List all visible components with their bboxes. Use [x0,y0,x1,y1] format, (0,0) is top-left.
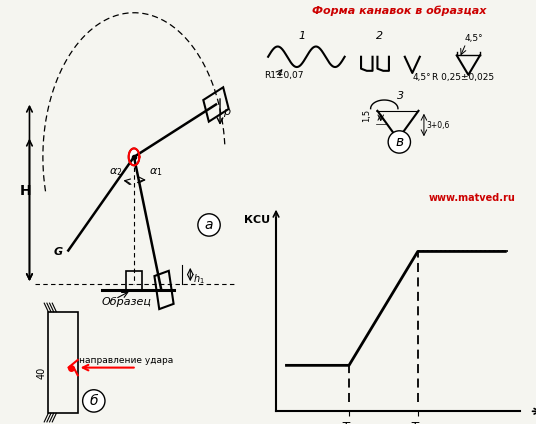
Text: 3: 3 [397,91,404,100]
Text: Форма канавок в образцах: Форма канавок в образцах [312,6,487,16]
Text: 1: 1 [298,31,306,41]
Text: 1,5: 1,5 [362,109,371,122]
Text: www.matved.ru: www.matved.ru [428,193,515,203]
Text: 4,5°: 4,5° [413,73,431,82]
Text: G: G [54,247,63,257]
Text: направление удара: направление удара [79,355,173,365]
Text: в: в [395,135,404,149]
Text: 2: 2 [376,31,383,41]
Text: R 0,25±0,025: R 0,25±0,025 [432,73,494,82]
Text: $\alpha_1$: $\alpha_1$ [149,167,162,179]
Text: 3+0,6: 3+0,6 [426,121,450,131]
Text: p: p [224,107,230,117]
Text: Образец: Образец [102,297,152,307]
Text: а: а [205,218,213,232]
Text: $\alpha_2$: $\alpha_2$ [108,167,122,179]
Text: R1±0,07: R1±0,07 [264,71,303,81]
Text: $h_1$: $h_1$ [193,272,205,286]
Circle shape [129,148,139,165]
Text: б: б [90,394,98,408]
Text: H: H [20,184,32,198]
Text: °C: °C [534,411,536,421]
Text: 40: 40 [36,367,46,379]
Text: 4,5°: 4,5° [465,34,483,43]
Text: КСU: КСU [244,215,271,224]
